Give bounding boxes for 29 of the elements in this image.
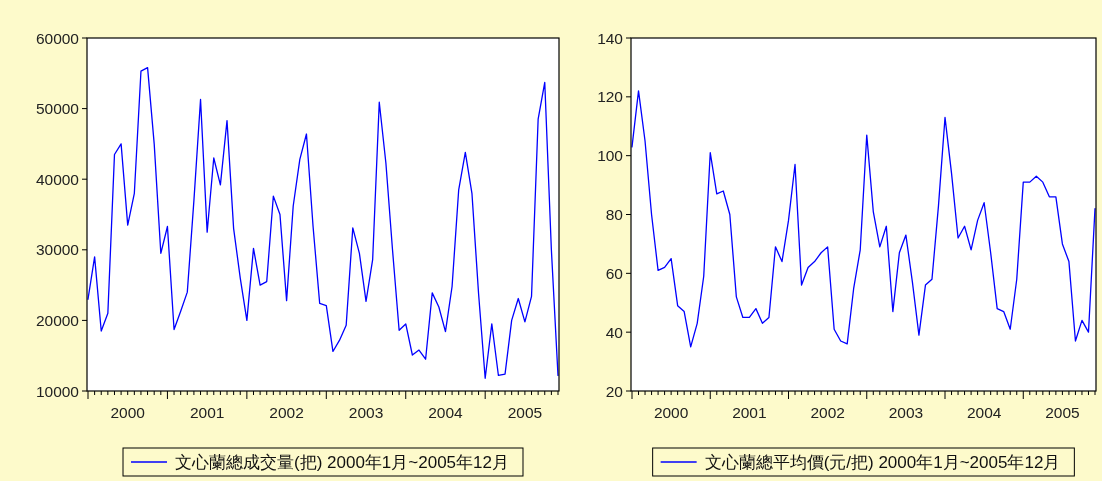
x-tick-label: 2003: [888, 404, 924, 421]
legend: 文心蘭總成交量(把) 2000年1月~2005年12月: [122, 447, 524, 477]
x-tick-label: 2001: [189, 404, 225, 421]
x-tick-label: 2000: [653, 404, 689, 421]
y-tick-label: 30000: [35, 241, 80, 259]
y-tick-label: 40000: [35, 170, 80, 188]
x-tick-label: 2003: [348, 404, 384, 421]
x-tick-label: 2002: [810, 404, 845, 421]
legend: 文心蘭總平均價(元/把) 2000年1月~2005年12月: [652, 447, 1075, 477]
legend-label: 文心蘭總成交量(把) 2000年1月~2005年12月: [175, 453, 509, 472]
y-tick-label: 80: [605, 206, 624, 223]
x-tick-label: 2004: [966, 404, 1002, 421]
y-tick-label: 50000: [35, 100, 80, 118]
x-tick-label: 2002: [269, 404, 304, 421]
y-tick-label: 40: [605, 323, 624, 341]
legend-label: 文心蘭總平均價(元/把) 2000年1月~2005年12月: [704, 453, 1061, 472]
y-tick-label: 10000: [35, 382, 80, 400]
y-tick-label: 20000: [35, 311, 80, 329]
y-tick-label: 120: [597, 88, 624, 106]
y-tick-label: 60: [605, 264, 624, 282]
y-tick-label: 60000: [35, 29, 80, 47]
y-tick-label: 20: [605, 382, 624, 400]
y-tick-label: 100: [597, 147, 624, 165]
x-tick-label: 2005: [1045, 404, 1080, 421]
x-tick-label: 2001: [732, 404, 767, 421]
x-tick-label: 2004: [428, 404, 464, 421]
x-tick-label: 2000: [110, 404, 146, 421]
y-tick-label: 140: [597, 29, 624, 47]
x-tick-label: 2005: [507, 404, 543, 421]
